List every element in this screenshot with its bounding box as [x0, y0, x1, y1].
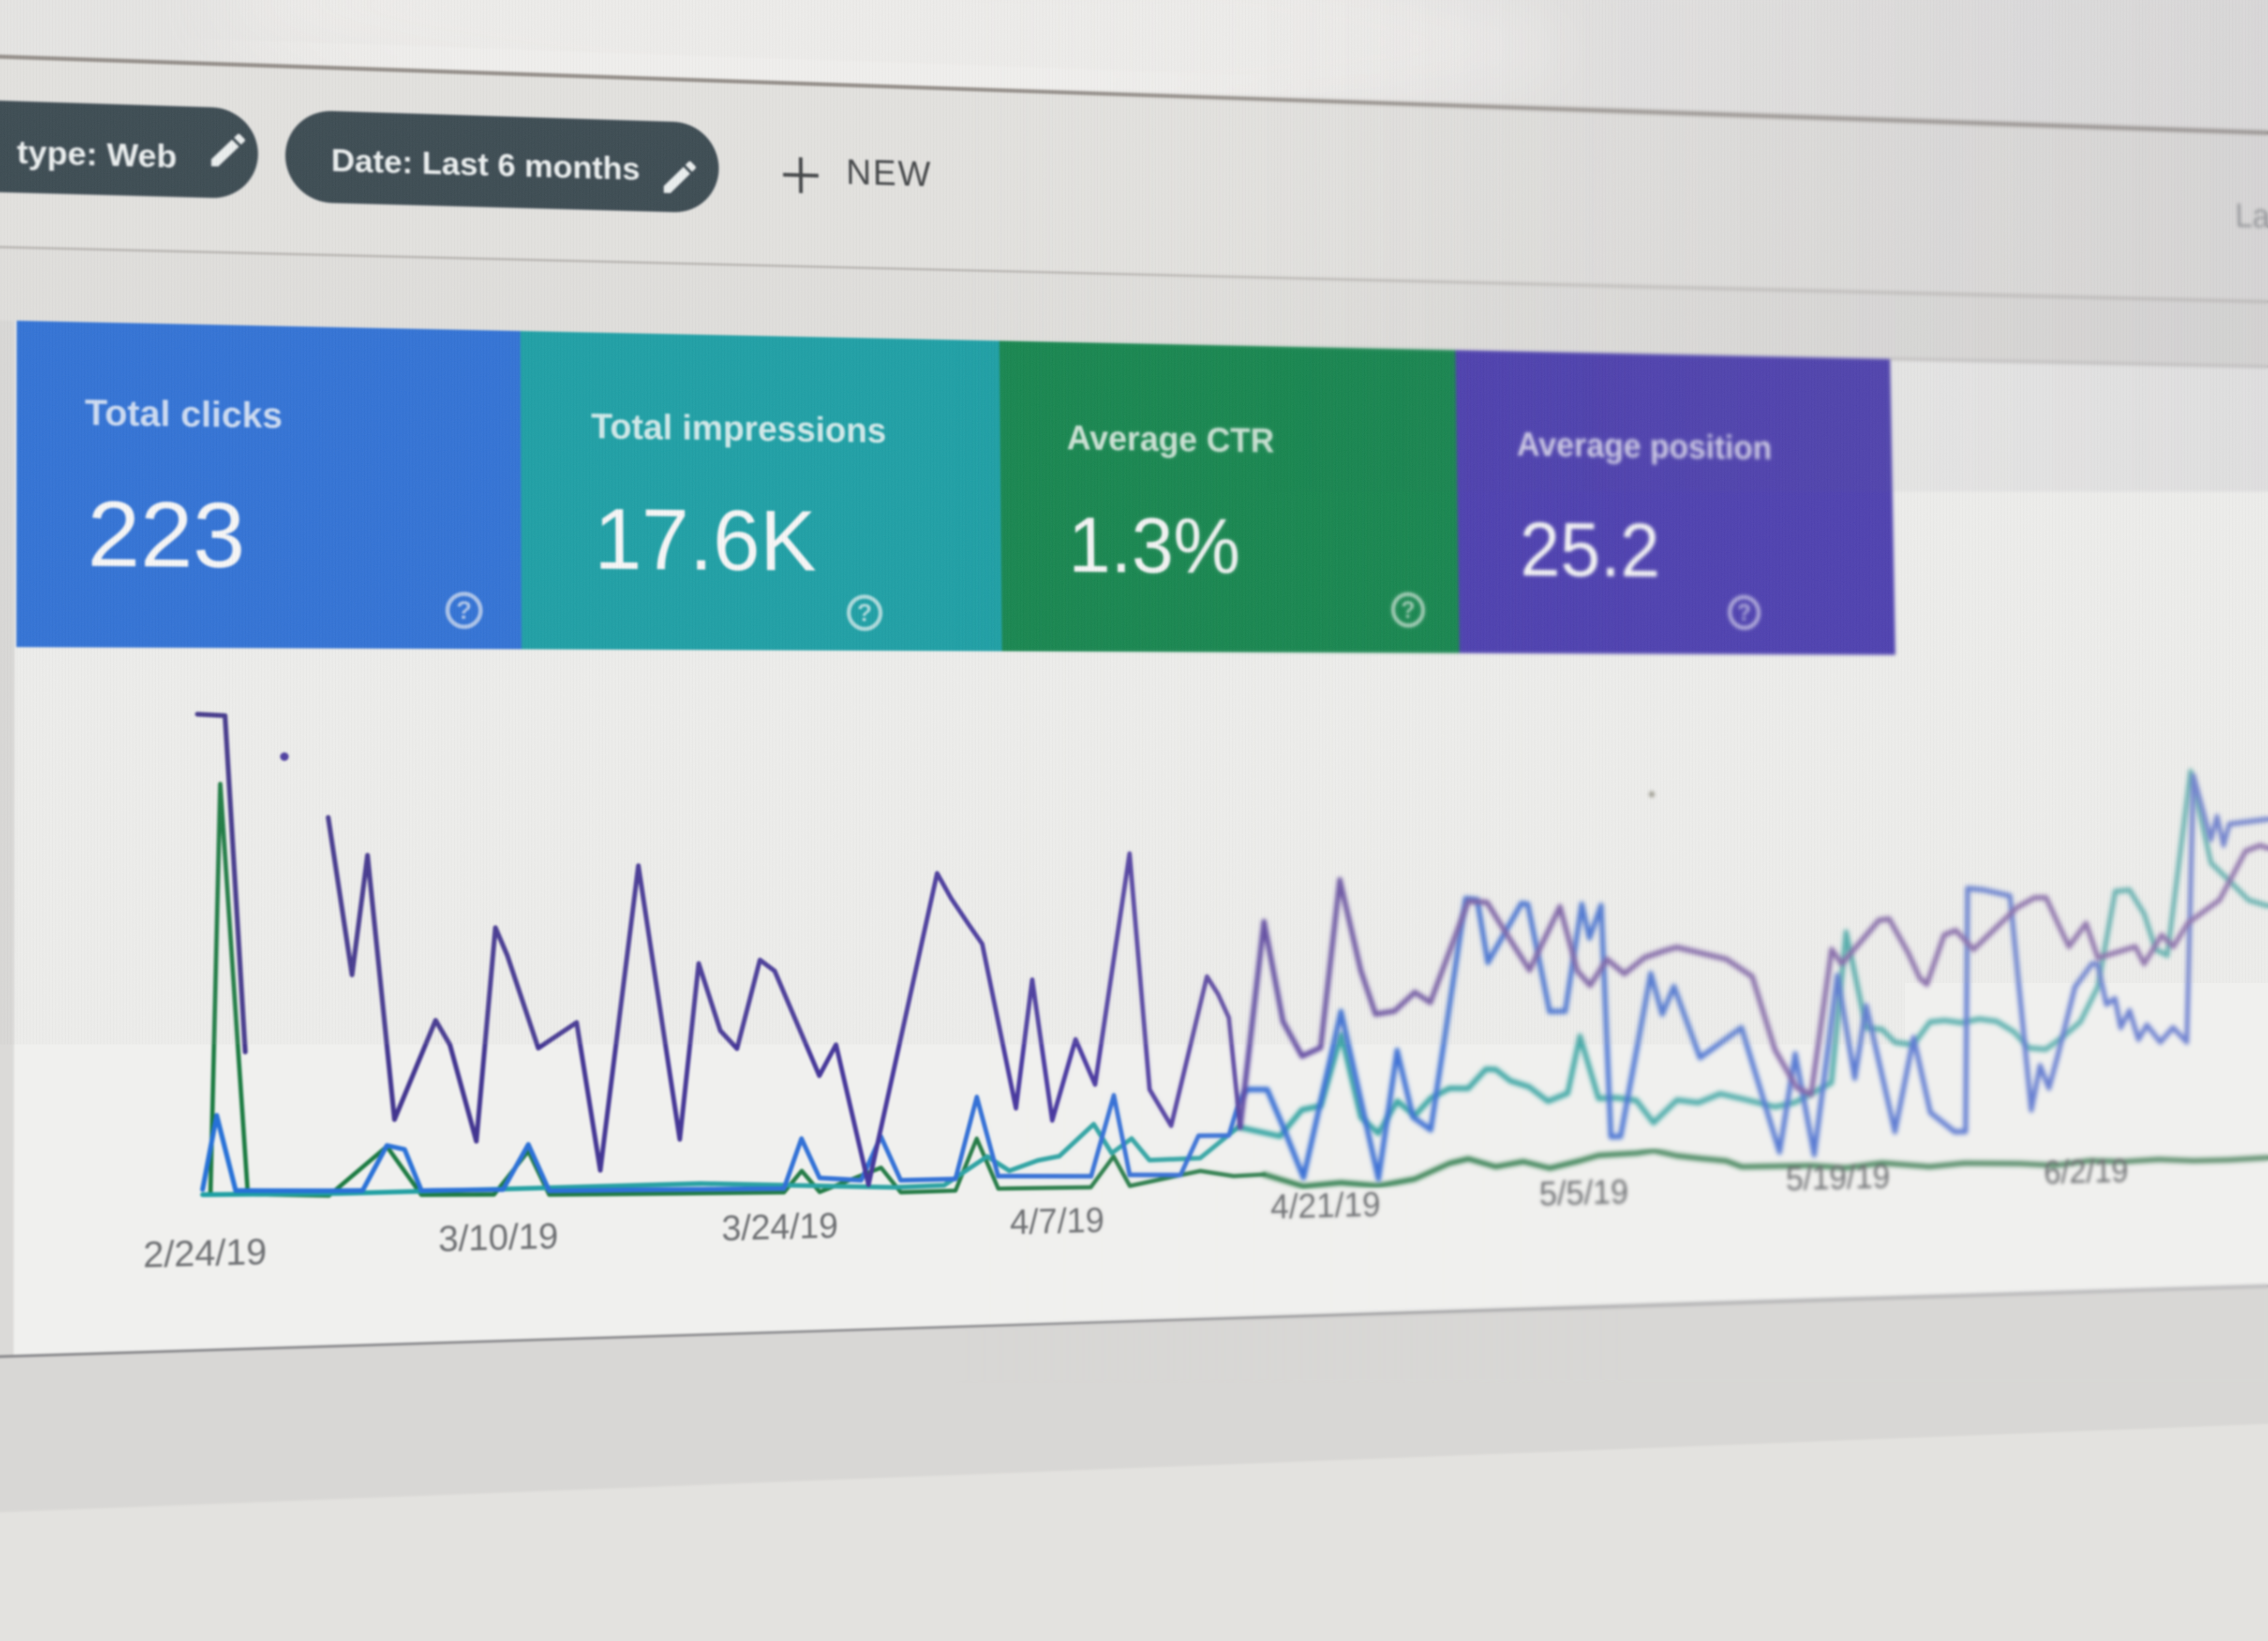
svg-text:Average CTR: Average CTR [1067, 418, 1275, 460]
svg-text:4/21/19: 4/21/19 [1270, 1185, 1381, 1227]
svg-text:5/19/19: 5/19/19 [1786, 1157, 1890, 1197]
svg-text:NEW: NEW [846, 152, 933, 194]
svg-text:Average position: Average position [1516, 425, 1772, 467]
svg-text:?: ? [456, 596, 472, 625]
svg-text:3/24/19: 3/24/19 [721, 1206, 838, 1249]
svg-text:Total impressions: Total impressions [591, 406, 886, 450]
svg-text:3/10/19: 3/10/19 [438, 1216, 558, 1259]
svg-text:?: ? [1401, 596, 1416, 623]
svg-text:4/7/19: 4/7/19 [1010, 1200, 1104, 1242]
svg-text:1.3%: 1.3% [1068, 502, 1240, 590]
svg-text:type: Web: type: Web [17, 133, 177, 175]
svg-text:Total clicks: Total clicks [85, 392, 283, 436]
svg-text:5/5/19: 5/5/19 [1539, 1173, 1628, 1213]
svg-text:223: 223 [87, 482, 245, 587]
svg-text:25.2: 25.2 [1519, 507, 1660, 593]
svg-text:2/24/19: 2/24/19 [143, 1231, 267, 1276]
svg-text:6/2/19: 6/2/19 [2044, 1152, 2129, 1191]
svg-text:?: ? [1737, 599, 1751, 626]
svg-text:?: ? [857, 599, 872, 627]
svg-text:17.6K: 17.6K [594, 491, 817, 589]
